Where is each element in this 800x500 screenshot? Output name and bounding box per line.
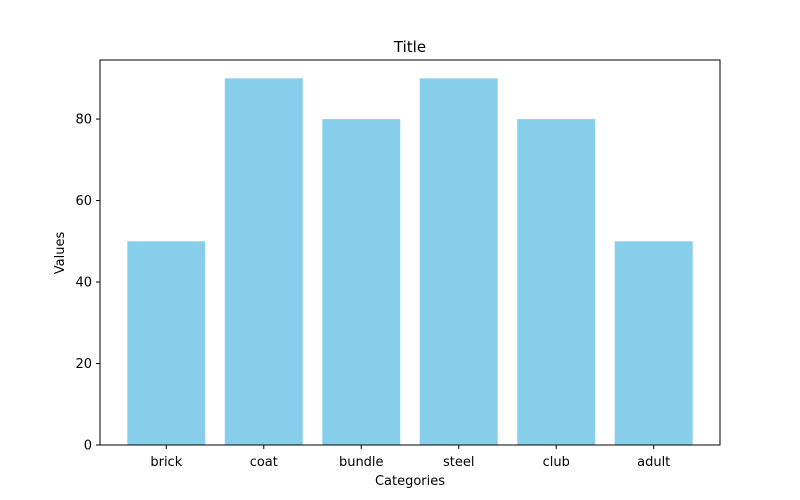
y-axis-ticks: 0 20 40 60 80 — [75, 113, 100, 454]
y-tick-label: 80 — [75, 113, 92, 128]
bar-steel — [419, 78, 498, 445]
bar-club — [517, 119, 596, 446]
x-tick-label: steel — [443, 455, 474, 470]
x-tick-label: bundle — [339, 455, 384, 470]
bar-bundle — [322, 119, 401, 446]
chart-title: Title — [393, 38, 426, 56]
y-tick-label: 60 — [75, 194, 92, 209]
bar-adult — [614, 241, 693, 445]
x-axis-ticks: brick coat bundle steel club adult — [150, 445, 670, 470]
y-tick-label: 0 — [84, 439, 92, 454]
y-tick-label: 40 — [75, 276, 92, 291]
y-axis-label: Values — [53, 232, 68, 275]
bars-layer — [127, 78, 693, 446]
x-axis-label: Categories — [375, 474, 445, 489]
bar-coat — [224, 78, 303, 445]
x-tick-label: club — [543, 455, 570, 470]
x-tick-label: coat — [250, 455, 278, 470]
x-tick-label: brick — [150, 455, 182, 470]
plot-area-frame — [99, 59, 721, 446]
x-tick-label: adult — [637, 455, 670, 470]
bar-brick — [127, 241, 206, 445]
y-tick-label: 20 — [75, 357, 92, 372]
